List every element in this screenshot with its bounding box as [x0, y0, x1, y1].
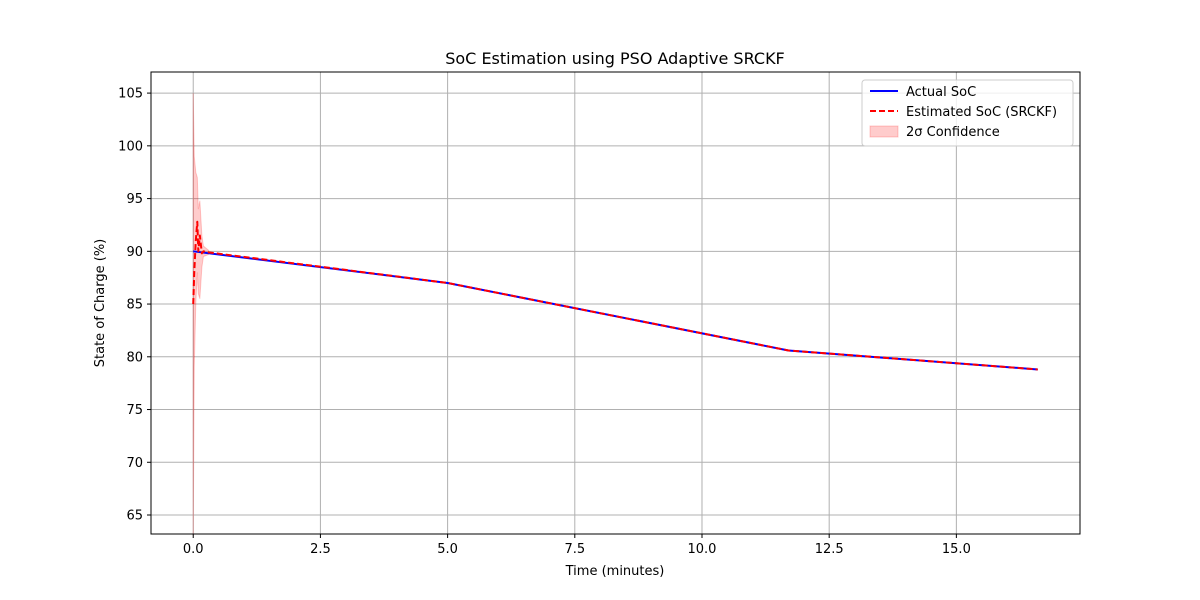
x-axis-label: Time (minutes)	[565, 564, 665, 579]
legend-label-estimated-soc: Estimated SoC (SRCKF)	[906, 105, 1057, 120]
x-tick-label: 12.5	[815, 542, 844, 557]
y-tick-label: 80	[126, 350, 143, 365]
y-tick-label: 100	[118, 139, 143, 154]
y-tick-label: 70	[126, 456, 143, 471]
series-layer	[192, 220, 1038, 371]
x-tick-label: 7.5	[564, 542, 585, 557]
series-line-estimated-soc	[192, 220, 1038, 371]
ticks: 0.0 2.5 5.0 7.5 10.0 12.5 15.0 65 70 75 80 85 90 95 10…	[118, 87, 971, 557]
y-tick-label: 75	[126, 403, 143, 418]
plot-frame	[150, 71, 1081, 535]
x-tick-label: 0.0	[183, 542, 204, 557]
y-tick-label: 85	[126, 298, 143, 313]
y-tick-label: 65	[126, 509, 143, 524]
y-axis-label: State of Charge (%)	[93, 239, 108, 367]
legend-label-actual-soc: Actual SoC	[906, 85, 976, 100]
x-tick-label: 2.5	[310, 542, 331, 557]
x-tick-label: 5.0	[437, 542, 458, 557]
x-tick-label: 15.0	[942, 542, 971, 557]
grid	[151, 72, 1080, 534]
legend: Actual SoC Estimated SoC (SRCKF) 2σ Conf…	[861, 79, 1074, 147]
legend-box	[861, 79, 1074, 147]
legend-swatch-confidence	[869, 125, 899, 138]
legend-label-confidence: 2σ Confidence	[906, 125, 1000, 140]
y-tick-label: 95	[126, 192, 143, 207]
y-tick-label: 105	[118, 87, 143, 102]
chart-title: SoC Estimation using PSO Adaptive SRCKF	[445, 49, 785, 68]
confidence-band	[192, 93, 209, 537]
x-tick-label: 10.0	[688, 542, 717, 557]
y-tick-label: 90	[126, 245, 143, 260]
confidence-band-layer	[192, 93, 209, 537]
